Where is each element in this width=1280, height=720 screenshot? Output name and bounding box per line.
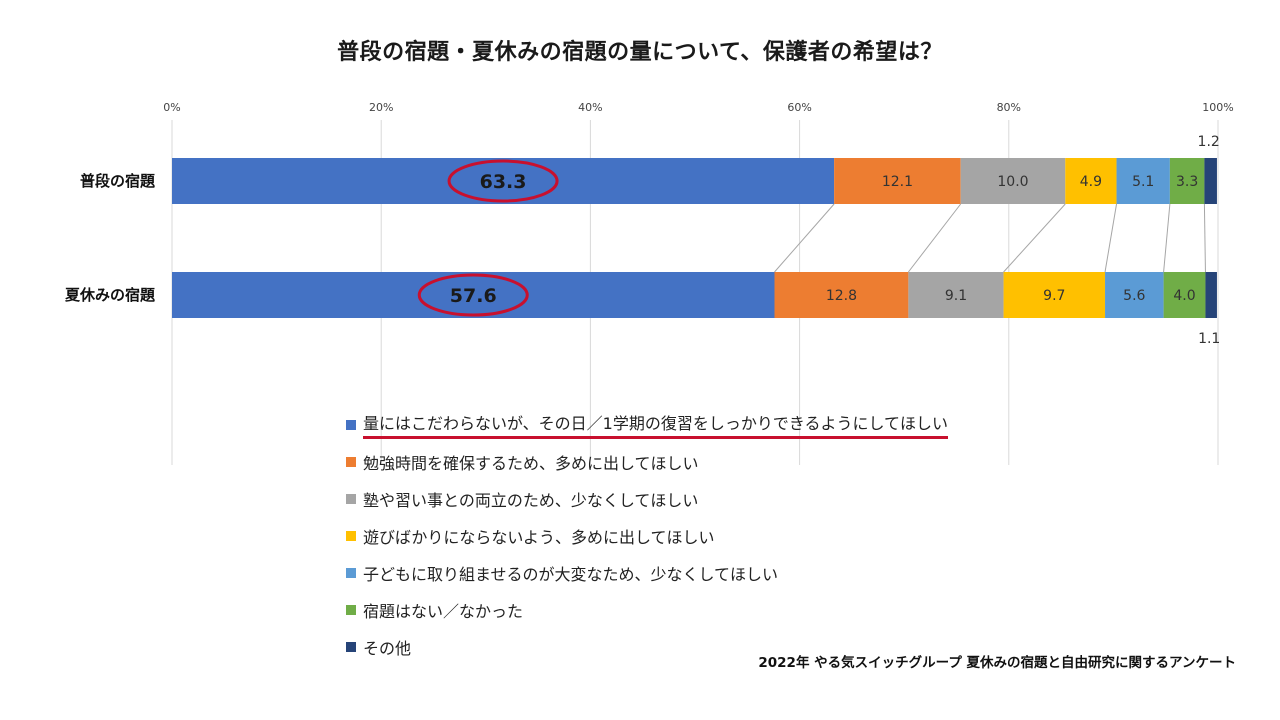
legend-item: 塾や習い事との両立のため、少なくしてほしい [346, 480, 948, 517]
bar-segment [1204, 158, 1217, 204]
x-tick-label: 40% [578, 101, 602, 114]
x-tick-label: 0% [163, 101, 180, 114]
legend-item: 子どもに取り組ませるのが大変なため、少なくしてほしい [346, 554, 948, 591]
legend: 量にはこだわらないが、その日／1学期の復習をしっかりできるようにしてほしい勉強時… [346, 406, 949, 665]
x-tick-label: 60% [787, 101, 811, 114]
legend-swatch [346, 641, 356, 652]
data-label: 3.3 [1176, 174, 1198, 190]
highlight-ellipse [447, 159, 559, 203]
legend-item: 遊びばかりにならないよう、多めに出してほしい [346, 517, 948, 554]
data-label: 12.8 [826, 288, 857, 304]
legend-label: 塾や習い事との両立のため、少なくしてほしい [363, 490, 699, 510]
bar-segment [960, 158, 1066, 204]
legend-label: 量にはこだわらないが、その日／1学期の復習をしっかりできるようにしてほしい [363, 410, 949, 439]
bar-segment [1116, 158, 1170, 204]
data-label: 4.0 [1173, 288, 1195, 304]
series-connector-line [1003, 203, 1066, 273]
series-connector-line [774, 203, 835, 273]
series-connector-line [1203, 203, 1206, 273]
bar-segment [834, 158, 961, 204]
legend-swatch [346, 530, 356, 541]
source-note: 2022年 やる気スイッチグループ 夏休みの宿題と自由研究に関するアンケート [758, 655, 1236, 671]
legend-item: 量にはこだわらないが、その日／1学期の復習をしっかりできるようにしてほしい [346, 406, 949, 443]
bar-segment [1065, 158, 1117, 204]
data-label: 5.1 [1132, 174, 1154, 190]
data-label: 12.1 [882, 174, 913, 190]
data-label: 9.7 [1043, 288, 1065, 304]
x-tick-label: 20% [369, 101, 393, 114]
data-label: 9.1 [945, 288, 967, 304]
bar-segment [1205, 272, 1217, 318]
bar-segment [172, 158, 835, 204]
legend-label: 勉強時間を確保するため、多めに出してほしい [363, 453, 699, 473]
legend-item: 宿題はない／なかった [346, 591, 948, 628]
legend-label: その他 [363, 638, 412, 658]
legend-swatch [346, 604, 356, 615]
highlight-ellipse [417, 273, 529, 317]
data-label: 4.9 [1080, 174, 1102, 190]
data-label: 10.0 [997, 174, 1028, 190]
legend-swatch [346, 419, 356, 430]
category-label: 夏休みの宿題 [64, 286, 156, 304]
bar-segment [1105, 272, 1164, 318]
bar-segment [172, 272, 775, 318]
chart-title: 普段の宿題・夏休みの宿題の量について、保護者の希望は？ [337, 40, 943, 65]
legend-item: 勉強時間を確保するため、多めに出してほしい [346, 443, 948, 480]
bar-segment [1003, 272, 1106, 318]
legend-label: 子どもに取り組ませるのが大変なため、少なくしてほしい [363, 564, 779, 584]
legend-swatch [346, 567, 356, 578]
legend-item: その他 [346, 628, 948, 665]
x-tick-label: 80% [997, 101, 1021, 114]
data-label: 57.6 [450, 285, 497, 307]
x-tick-label: 100% [1202, 101, 1233, 114]
series-connector-line [1163, 203, 1171, 273]
legend-swatch [346, 493, 356, 504]
legend-label: 宿題はない／なかった [363, 601, 524, 621]
category-label: 普段の宿題 [80, 172, 156, 190]
bar-segment [908, 272, 1004, 318]
data-label: 1.1 [1198, 331, 1220, 347]
bar-segment [774, 272, 909, 318]
series-connector-line [907, 203, 962, 273]
data-label: 5.6 [1123, 288, 1145, 304]
legend-label: 遊びばかりにならないよう、多めに出してほしい [363, 527, 715, 547]
series-connector-line [1104, 203, 1118, 273]
bar-segment [1169, 158, 1205, 204]
bar-segment [1163, 272, 1206, 318]
legend-swatch [346, 456, 356, 467]
data-label: 63.3 [480, 171, 527, 193]
data-label: 1.2 [1198, 134, 1220, 150]
